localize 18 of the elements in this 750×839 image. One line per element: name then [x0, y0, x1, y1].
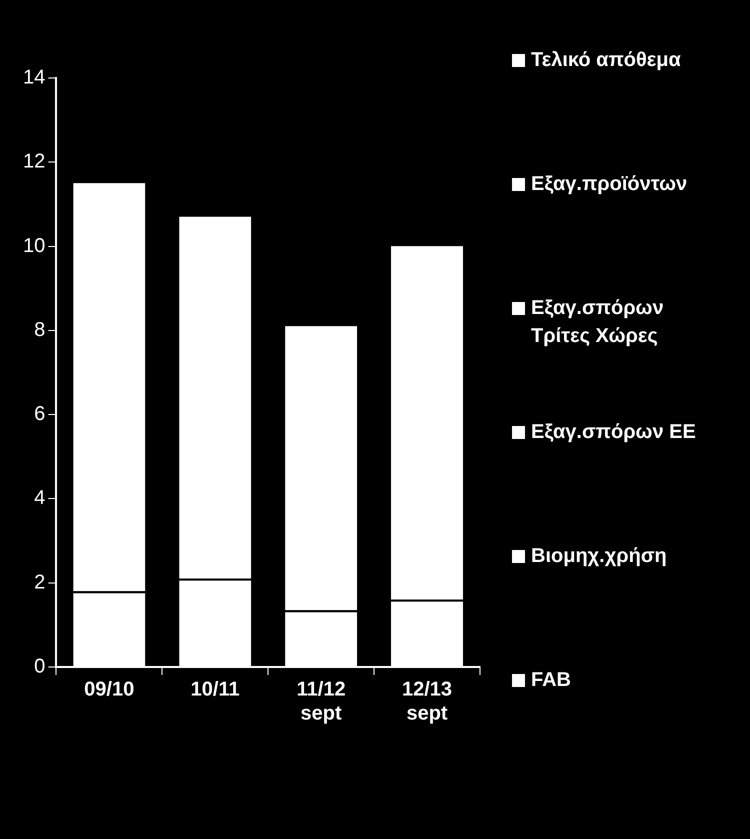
legend-label: FAB [531, 668, 571, 693]
y-tick-label: 14 [22, 66, 46, 89]
legend-label: Βιομηχ.χρήση [531, 544, 667, 569]
x-tick-label: 09/10 [84, 678, 134, 701]
y-tick-label: 12 [22, 150, 46, 173]
y-tick-label: 10 [22, 234, 46, 257]
y-tick-label: 2 [34, 571, 46, 594]
legend-label: Εξαγ.σπόρων Τρίτες Χώρες [531, 296, 665, 349]
legend-label: Τελικό απόθεμα [531, 48, 681, 73]
y-tick-label: 4 [34, 487, 46, 510]
x-tick-label: 10/11 [190, 678, 240, 701]
y-tick-label: 8 [34, 318, 46, 341]
legend-label: Εξαγ.σπόρων ΕΕ [531, 420, 696, 445]
y-tick-label: 6 [34, 403, 46, 426]
legend-label: Εξαγ.προϊόντων [531, 172, 688, 197]
y-tick-label: 0 [34, 656, 46, 678]
x-tick-label: 12/13 sept [402, 678, 452, 725]
x-tick-label: 11/12 sept [296, 678, 346, 725]
